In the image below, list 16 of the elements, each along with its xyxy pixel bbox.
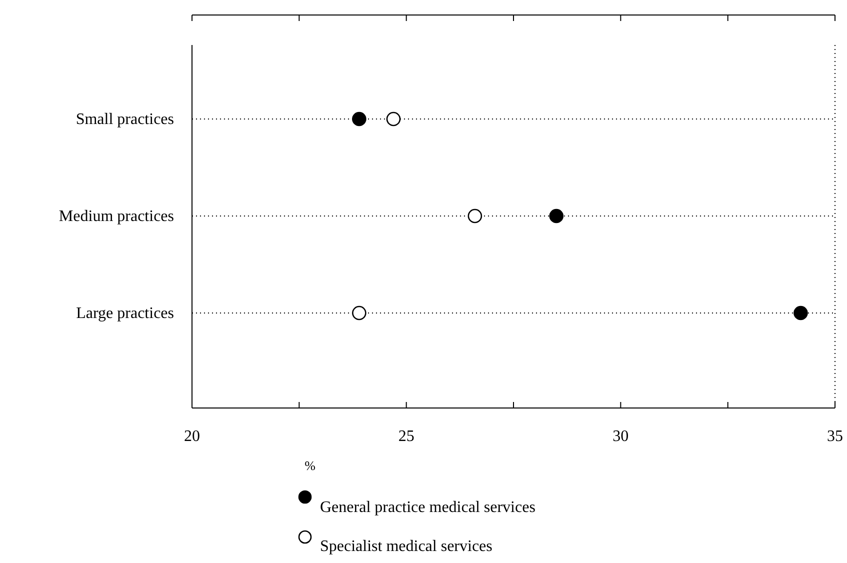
x-tick-label: 30 xyxy=(612,428,629,445)
x-tick-label: 35 xyxy=(827,428,843,445)
point xyxy=(352,306,366,320)
x-axis-title: % xyxy=(304,458,316,473)
x-tick-label: 20 xyxy=(184,428,200,445)
legend-label: Specialist medical services xyxy=(320,538,492,555)
legend-label: General practice medical services xyxy=(320,499,536,516)
point xyxy=(794,306,808,320)
x-tick-label: 25 xyxy=(398,428,414,445)
y-tick-label: Medium practices xyxy=(58,208,174,225)
point xyxy=(386,112,401,126)
y-tick-label: Small practices xyxy=(76,111,174,128)
point xyxy=(549,208,564,224)
point xyxy=(468,208,482,224)
point xyxy=(352,112,366,126)
y-tick-label: Large practices xyxy=(76,305,174,322)
